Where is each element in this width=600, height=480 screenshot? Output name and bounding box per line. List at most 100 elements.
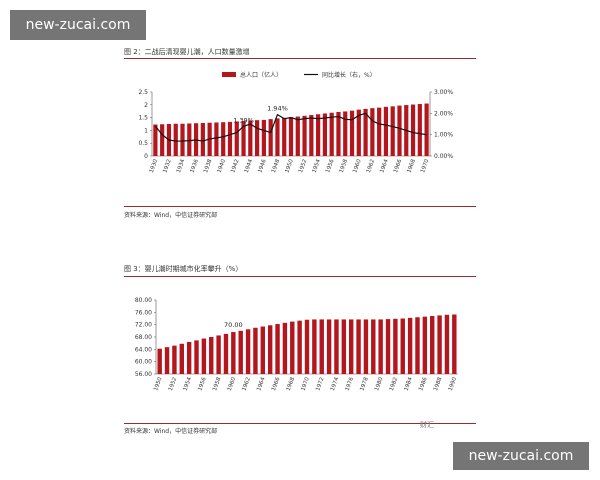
x-tick-label: 1940 — [217, 158, 228, 174]
x-tick-label: 1952 — [168, 377, 178, 392]
x-tick-label: 1944 — [244, 158, 255, 174]
x-tick-label: 1970 — [300, 376, 311, 392]
x-tick-label: 1960 — [227, 376, 238, 392]
x-tick-label: 1968 — [407, 158, 418, 174]
population-bar — [377, 107, 382, 156]
urbanization-bar — [430, 316, 435, 374]
urbanization-bar — [223, 333, 229, 374]
y-right-tick-label: 2.00% — [434, 110, 453, 117]
population-bar — [173, 123, 178, 156]
x-tick-label: 1990 — [448, 376, 459, 392]
population-bar — [316, 114, 321, 156]
urbanization-bar — [231, 332, 236, 374]
urbanization-bar — [312, 319, 317, 374]
watermark-top: new-zucai.com — [10, 10, 146, 40]
x-tick-label: 1972 — [315, 377, 325, 392]
x-tick-label: 1980 — [374, 376, 385, 392]
population-bar — [153, 124, 158, 156]
y-right-tick-label: 0.00% — [434, 153, 453, 160]
legend-label-population: 总人口（亿人） — [240, 71, 282, 79]
x-tick-label: 1950 — [153, 376, 164, 392]
urbanization-bar — [164, 347, 170, 374]
legend-label-growth: 同比增长（右，%） — [322, 71, 376, 79]
population-bar — [343, 111, 348, 156]
x-tick-label: 1948 — [271, 158, 282, 174]
population-bar — [214, 122, 219, 156]
growth-annotation: 1.94% — [267, 105, 288, 113]
population-bar — [227, 121, 233, 156]
urbanization-bar — [179, 343, 184, 374]
y-tick-label: 64.00 — [135, 346, 152, 353]
population-bar — [397, 105, 402, 156]
y-tick-label: 60.00 — [135, 359, 152, 366]
growth-line — [154, 112, 427, 142]
chart2-top-rule — [124, 276, 476, 277]
population-bar — [370, 108, 375, 156]
population-bar — [363, 108, 368, 156]
population-bar — [329, 112, 334, 156]
x-tick-label: 1974 — [330, 376, 341, 392]
urbanization-bar — [363, 319, 369, 374]
y-left-tick-label: 1 — [144, 127, 148, 134]
urbanization-bar — [334, 319, 339, 374]
y-left-tick-label: 1.5 — [138, 115, 148, 122]
x-tick-label: 1970 — [420, 158, 431, 174]
urbanization-bar — [407, 317, 413, 374]
urbanization-bar — [209, 337, 214, 374]
chart1-bottom-rule — [124, 206, 476, 207]
population-bar — [390, 106, 395, 156]
population-bar — [261, 119, 266, 156]
x-tick-label: 1982 — [389, 377, 399, 392]
growth-annotation: 1.39% — [233, 116, 254, 124]
urbanization-bar — [341, 319, 347, 374]
urbanization-bar — [245, 329, 251, 374]
urbanization-bar — [326, 319, 332, 374]
x-tick-label: 1954 — [312, 158, 323, 174]
x-tick-label: 1954 — [183, 376, 194, 392]
population-bar — [309, 115, 314, 156]
population-bar — [356, 109, 361, 156]
y-tick-label: 56.00 — [135, 371, 152, 378]
x-tick-label: 1958 — [339, 158, 350, 174]
watermark-top-text: new-zucai.com — [25, 17, 131, 33]
population-bar — [295, 116, 300, 156]
population-bar — [417, 104, 422, 156]
population-bar — [275, 118, 280, 156]
urbanization-bar — [290, 321, 295, 374]
urbanization-bar — [253, 327, 258, 374]
source-logo-text: 财汇 — [420, 421, 434, 429]
population-bar — [248, 120, 253, 156]
population-bar — [221, 122, 226, 156]
x-tick-label: 1956 — [197, 376, 208, 392]
population-bar — [268, 119, 273, 156]
y-tick-label: 76.00 — [135, 309, 152, 316]
urbanization-bar — [437, 315, 442, 374]
urbanization-bar — [216, 335, 221, 374]
x-tick-label: 1962 — [242, 377, 252, 392]
urbanization-bar — [452, 314, 457, 374]
population-bar — [302, 115, 307, 156]
x-tick-label: 1968 — [286, 376, 297, 392]
urbanization-bar — [385, 319, 391, 374]
urbanization-bar — [194, 340, 199, 374]
urbanization-bar — [238, 330, 243, 374]
x-tick-label: 1932 — [162, 159, 172, 174]
urbanization-bar — [282, 322, 288, 374]
chart2-bottom-rule — [124, 423, 476, 424]
x-tick-label: 1930 — [149, 158, 160, 174]
y-tick-label: 80.00 — [135, 297, 152, 304]
y-tick-label: 72.00 — [135, 322, 152, 329]
chart2-plot: 56.00 60.00 64.00 68.00 72.00 76.00 80.00 70.00… — [135, 297, 459, 392]
population-bar — [288, 117, 294, 156]
x-tick-label: 1966 — [271, 376, 282, 392]
urbanization-annotation: 70.00 — [224, 321, 243, 329]
x-tick-label: 1936 — [190, 158, 201, 174]
x-tick-label: 1956 — [325, 158, 336, 174]
x-tick-label: 1986 — [418, 376, 429, 392]
urbanization-bar — [444, 314, 450, 374]
y-right-tick-label: 3.00% — [434, 89, 453, 96]
y-tick-label: 68.00 — [135, 334, 152, 341]
population-bar — [187, 123, 192, 156]
chart2-title: 图 3：婴儿潮时期城市化率攀升（%） — [124, 265, 243, 273]
population-bar — [160, 124, 165, 156]
